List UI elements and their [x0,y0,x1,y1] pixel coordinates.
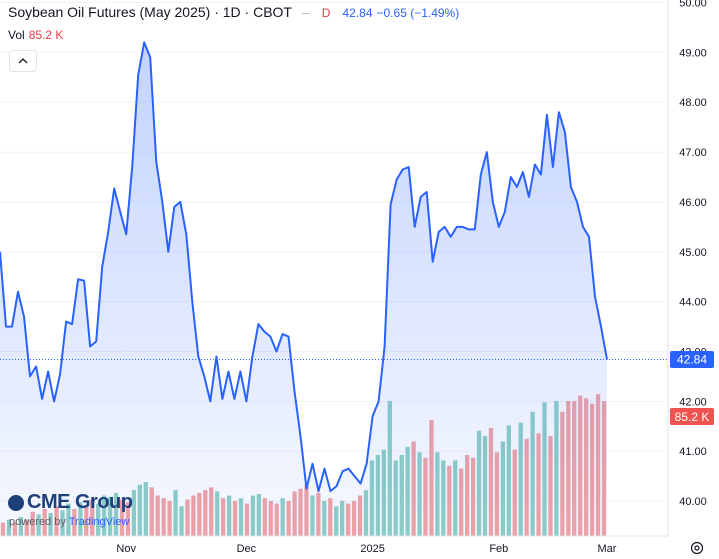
last-price-label: 42.84 [670,350,714,368]
last-price-value: 42.84 [342,6,373,20]
last-price-label-text: 42.84 [677,352,707,366]
y-tick-label: 42.00 [679,396,707,408]
chevron-up-icon [18,58,28,64]
time-axis: Nov Dec 2025 Feb Mar [116,543,616,555]
powered-by-label: powered by [9,516,66,528]
symbol-title[interactable]: Soybean Oil Futures (May 2025) · 1D · CB… [8,4,292,20]
delayed-flag: D [321,6,331,20]
y-tick-label: 48.00 [679,97,707,109]
collapse-legend-button[interactable] [9,50,37,72]
y-tick-label: 40.00 [679,496,707,508]
price-change-value: −0.65 (−1.49%) [376,6,460,20]
last-volume-label-text: 85.2 K [675,410,710,424]
cme-globe-icon [8,494,24,511]
volume-legend: Vol 85.2 K [8,28,63,42]
tradingview-link[interactable]: TradingView [68,516,130,528]
x-tick-label: 2025 [360,543,384,555]
powered-by[interactable]: powered by TradingView [9,516,129,528]
y-tick-label: 41.00 [679,446,707,458]
volume-label: Vol [8,28,25,42]
cme-logo: CME Group [8,491,133,514]
gear-icon[interactable] [689,540,705,556]
price-line [0,41,608,493]
y-tick-label: 45.00 [679,247,707,259]
price-area-fill [0,42,607,537]
x-tick-label: Dec [237,543,257,555]
x-tick-label: Nov [116,543,136,555]
y-tick-label: 49.00 [679,47,707,59]
y-tick-label: 47.00 [679,147,707,159]
x-tick-label: Feb [489,543,508,555]
price-axis: 40.0041.0042.0043.0044.0045.0046.0047.00… [679,0,707,508]
y-tick-label: 46.00 [679,197,707,209]
chart-legend: Soybean Oil Futures (May 2025) · 1D · CB… [8,4,459,20]
y-tick-label: 50.00 [679,0,707,9]
y-tick-label: 44.00 [679,297,707,309]
last-volume-label: 85.2 K [670,408,714,425]
legend-separator: – [302,4,310,20]
cme-logo-text: CME Group [27,491,133,513]
volume-value: 85.2 K [28,28,64,42]
x-tick-label: Mar [598,543,617,555]
